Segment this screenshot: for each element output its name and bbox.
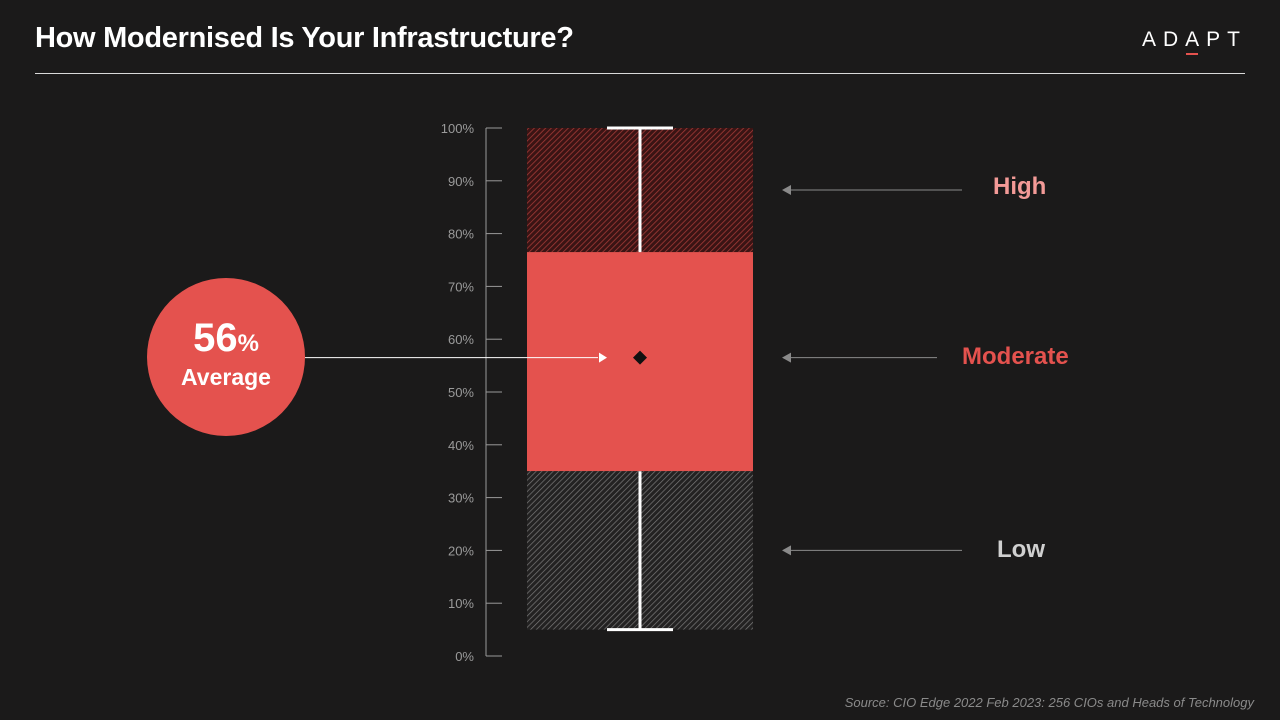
y-tick-label: 30% <box>448 491 474 506</box>
y-tick-label: 100% <box>441 121 475 136</box>
logo-text-post: PT <box>1206 28 1247 51</box>
logo-text-pre: AD <box>1141 28 1186 51</box>
average-badge: 56% Average <box>147 278 305 436</box>
average-unit: % <box>237 330 259 357</box>
y-tick-label: 50% <box>448 385 474 400</box>
segment-label-low: Low <box>997 536 1045 563</box>
y-tick-label: 90% <box>448 174 474 189</box>
segment-label-high: High <box>993 173 1047 200</box>
average-label: Average <box>181 364 271 390</box>
logo-accent-letter: A <box>1185 28 1207 55</box>
average-pointer-arrowhead <box>599 352 607 363</box>
average-number: 56 <box>193 316 238 360</box>
y-tick-label: 20% <box>448 543 474 558</box>
page-title: How Modernised Is Your Infrastructure? <box>35 22 574 54</box>
mean-marker <box>633 350 647 365</box>
segment-label-moderate: Moderate <box>962 343 1069 370</box>
brand-logo: ADAPT <box>1141 28 1247 55</box>
high-pointer-arrowhead <box>782 185 791 196</box>
y-tick-label: 80% <box>448 227 474 242</box>
moderate-pointer-arrowhead <box>782 352 791 363</box>
source-note: Source: CIO Edge 2022 Feb 2023: 256 CIOs… <box>844 695 1254 710</box>
title-divider <box>35 73 1245 74</box>
y-tick-label: 40% <box>448 438 474 453</box>
average-value: 56% <box>147 316 305 366</box>
y-tick-label: 60% <box>448 332 474 347</box>
low-pointer-arrowhead <box>782 545 791 556</box>
y-tick-label: 70% <box>448 279 474 294</box>
y-tick-label: 0% <box>455 649 474 664</box>
y-tick-label: 10% <box>448 596 474 611</box>
